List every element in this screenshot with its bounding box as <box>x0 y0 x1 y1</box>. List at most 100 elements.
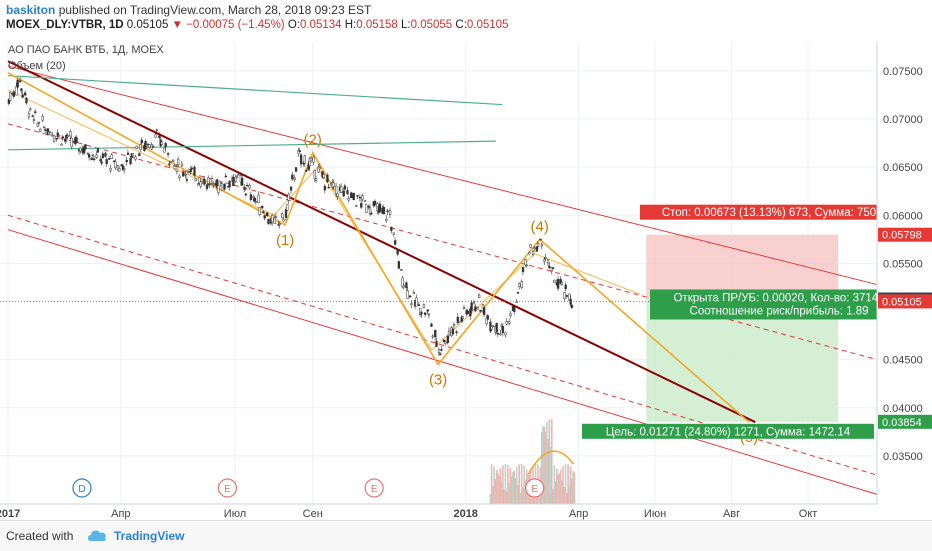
candle-body <box>182 172 185 177</box>
candle-body <box>180 163 184 167</box>
last-price-tag-bg <box>878 294 932 309</box>
candle-body <box>294 167 298 172</box>
candle-body <box>565 295 569 297</box>
candle-body <box>553 279 556 284</box>
candle-body <box>521 266 525 273</box>
candle-body <box>409 295 412 298</box>
candle-body <box>299 154 303 165</box>
candle-body <box>212 183 215 186</box>
price-tick-label: 0.07000 <box>883 114 923 126</box>
candle-body <box>447 330 451 336</box>
event-marker-label: D <box>78 484 85 495</box>
low-value: 0.05055 <box>410 19 453 31</box>
target-price-tag: 0.03854 <box>882 417 922 429</box>
candle-body <box>360 202 363 208</box>
candle-body <box>479 310 482 312</box>
time-tick-label: 2017 <box>0 508 20 520</box>
candle-body <box>197 183 200 186</box>
candle-body <box>158 135 161 138</box>
volume-bar <box>568 485 571 504</box>
stop-label-box <box>640 204 898 220</box>
candle-body <box>485 318 488 324</box>
candle-body <box>298 150 301 153</box>
published-text: published on TradingView.com, March 28, … <box>58 3 372 17</box>
main-trend-line <box>7 60 756 424</box>
volume-bar <box>558 473 561 504</box>
channel-lower-line <box>7 229 878 495</box>
candle-body <box>472 301 476 304</box>
event-marker-circle <box>364 478 384 498</box>
author-link[interactable]: baskiton <box>6 3 56 17</box>
elliott-wave-labels: (1)(2)(3)(4)(5) <box>276 132 758 447</box>
volume-bar <box>545 422 548 504</box>
candle-body <box>208 183 211 185</box>
candle-body <box>100 161 103 164</box>
candle-body <box>24 92 27 96</box>
candle-body <box>167 153 170 155</box>
event-marker-circle <box>525 478 545 498</box>
elliott-wave-inner-path <box>7 89 641 351</box>
green-trend-line-upper <box>7 75 503 106</box>
candle-body <box>27 113 31 118</box>
candle-body <box>235 176 239 179</box>
candle-body <box>355 204 358 207</box>
candle-body <box>31 115 34 117</box>
candle-body <box>358 196 362 199</box>
candle-body <box>533 247 536 250</box>
candle-body <box>455 331 458 333</box>
tradingview-brand-link[interactable]: TradingView <box>114 529 185 543</box>
position-zones <box>646 234 839 422</box>
volume-bar <box>559 469 562 504</box>
candle-body <box>550 267 554 272</box>
symbol-label: MOEX_DLY:VTBR, 1D <box>6 19 124 31</box>
green-trend-line-lower <box>7 140 496 151</box>
candle-body <box>495 322 498 332</box>
candle-body <box>60 143 63 146</box>
candle-body <box>234 176 238 182</box>
candle-body <box>184 173 187 176</box>
candle-body <box>397 261 401 269</box>
candle-body <box>273 217 276 225</box>
candle-body <box>287 194 290 201</box>
candle-body <box>385 218 388 221</box>
volume-bar <box>518 464 520 504</box>
candle-body <box>203 179 206 185</box>
candle-body <box>476 307 480 310</box>
price-tick-label: 0.04500 <box>883 355 923 367</box>
candle-body <box>424 312 427 315</box>
cloud-logo-icon <box>88 530 106 541</box>
candle-body <box>309 157 313 162</box>
candle-body <box>39 128 42 132</box>
candle-body <box>546 259 550 264</box>
candle-body <box>388 210 392 215</box>
volume-bar <box>509 467 512 504</box>
time-tick-label: Окт <box>799 508 818 520</box>
candle-body <box>278 223 281 225</box>
candle-body <box>252 196 255 199</box>
candle-body <box>513 306 516 312</box>
candle-body <box>29 108 32 111</box>
candle-body <box>96 148 100 153</box>
position-annotations: Стоп: 0.00673 (13.13%) 673, Сумма: 750 От… <box>0 204 909 439</box>
candle-body <box>271 214 274 223</box>
change-value: −0.00075 (−1.45%) <box>186 19 285 31</box>
candle-body <box>185 179 189 181</box>
candle-body <box>456 316 459 323</box>
volume-bar <box>513 470 515 504</box>
volume-bar <box>549 446 552 504</box>
volume-bar <box>519 492 522 504</box>
candle-body <box>430 323 433 327</box>
candle-body <box>461 316 464 319</box>
candle-body <box>207 177 210 184</box>
low-label: L: <box>401 19 411 31</box>
candle-body <box>224 175 227 178</box>
candle-body <box>44 129 47 131</box>
volume-bar <box>547 439 549 504</box>
price-axis: 0.07500 0.07000 0.06500 0.06000 0.05500 0.045… <box>876 42 932 520</box>
candle-body <box>312 156 315 163</box>
time-tick-label: Апр <box>569 508 588 520</box>
candle-body <box>444 341 447 344</box>
price-chart[interactable]: (1)(2)(3)(4)(5) Стоп: 0.00673 (13.13%) 6… <box>0 42 932 520</box>
candle-body <box>178 175 181 179</box>
volume-bar <box>493 466 495 504</box>
